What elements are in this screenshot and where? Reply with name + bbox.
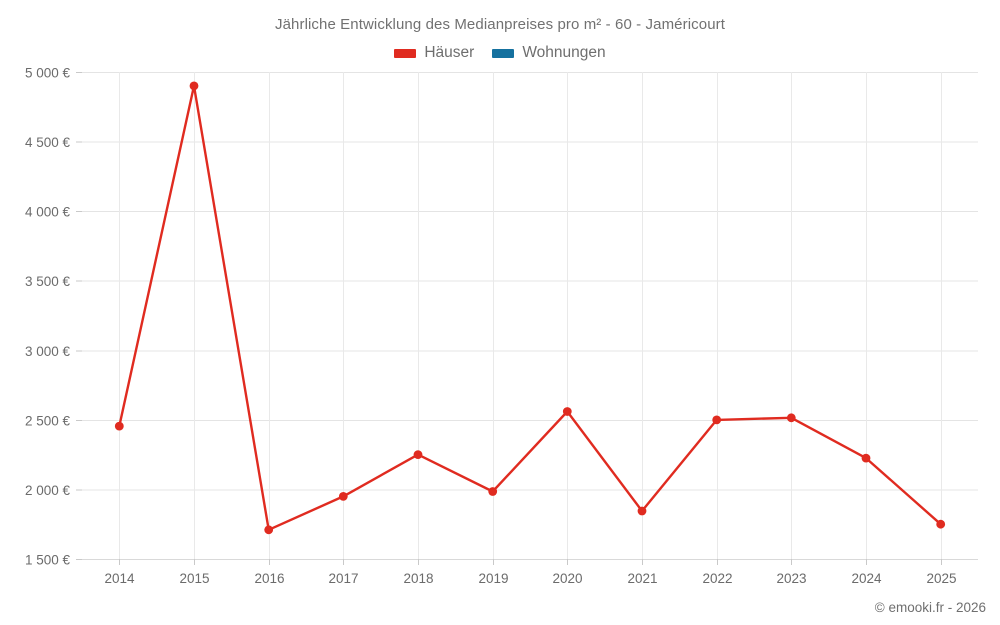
series-line-0 [118,84,942,531]
x-axis-tick-label: 2019 [478,571,508,586]
x-axis-tick-label: 2014 [104,571,135,586]
data-point[interactable] [114,421,124,431]
data-point[interactable] [189,81,199,91]
data-point[interactable] [936,519,946,529]
x-axis-tick-label: 2022 [702,571,732,586]
x-axis-tick-label: 2017 [328,571,358,586]
x-axis-tick-label: 2016 [254,571,284,586]
chart-title: Jährliche Entwicklung des Medianpreises … [274,16,725,33]
legend-label-hauser: Häuser [424,44,475,61]
x-axis-tick-label: 2018 [403,571,433,586]
x-axis-tick-label: 2025 [926,571,956,586]
y-axis-tick-label: 3 500 € [25,274,71,289]
x-axis-tick-label: 2015 [179,571,209,586]
y-axis-tick-label: 3 000 € [25,344,71,359]
chart-legend: Häuser Wohnungen [0,44,1000,62]
legend-item-hauser[interactable]: Häuser [394,44,474,62]
y-axis-tick-label: 5 000 € [25,66,71,81]
data-point[interactable] [264,525,274,535]
data-point[interactable] [786,413,796,423]
data-point[interactable] [861,453,871,463]
data-point[interactable] [637,506,647,516]
copyright-credit: © emooki.fr - 2026 [874,600,986,615]
legend-swatch-hauser [394,48,417,58]
data-point[interactable] [562,407,572,416]
legend-label-wohnungen: Wohnungen [522,44,606,61]
y-axis-tick-label: 2 000 € [25,483,71,498]
legend-swatch-wohnungen [492,48,515,58]
y-axis-tick-label: 4 000 € [25,205,71,220]
x-axis-tick-label: 2020 [552,571,582,586]
x-axis-tick-label: 2024 [851,571,882,586]
data-point[interactable] [338,492,348,501]
y-axis-tick-label: 4 500 € [25,135,71,150]
y-axis-tick-label: 2 500 € [25,413,71,428]
y-axis-tick-label: 1 500 € [25,553,71,568]
data-point[interactable] [413,450,423,459]
data-point[interactable] [488,487,498,496]
data-point[interactable] [712,415,722,425]
x-axis-tick-label: 2021 [627,571,657,586]
legend-item-wohnungen[interactable]: Wohnungen [492,44,606,62]
x-axis-tick-label: 2023 [776,571,806,586]
